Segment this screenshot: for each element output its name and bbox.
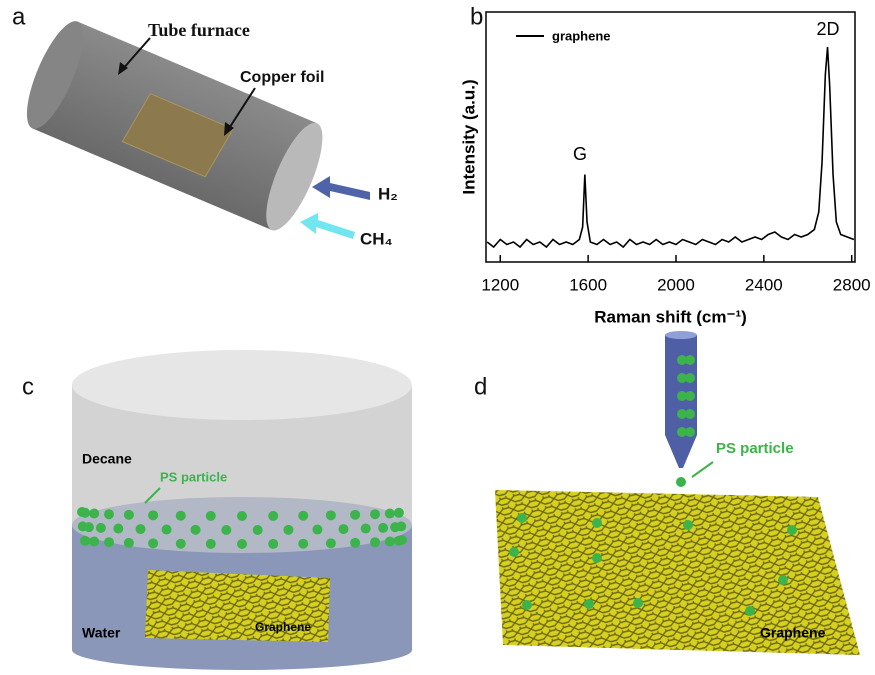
particle <box>253 525 263 535</box>
x-tick-label: 2000 <box>657 275 695 294</box>
particle <box>685 427 695 437</box>
particle <box>339 524 349 534</box>
legend-label: graphene <box>552 28 611 43</box>
particle <box>104 509 114 519</box>
particle <box>268 511 278 521</box>
particle <box>685 355 695 365</box>
particle <box>396 521 406 531</box>
particle <box>350 538 360 548</box>
particle-label: PS particle <box>716 440 794 457</box>
h2-arrow <box>312 176 370 200</box>
particle <box>745 606 755 616</box>
particle <box>326 538 336 548</box>
x-tick-label: 1600 <box>569 275 607 294</box>
particle <box>778 575 788 585</box>
particle <box>237 511 247 521</box>
raman-chart: 1200 1600 2000 2400 2800 Raman shift (cm⁻¹) In… <box>459 12 870 326</box>
particle <box>237 539 247 549</box>
particle <box>592 518 602 528</box>
particle <box>394 508 404 518</box>
particle <box>350 510 360 520</box>
particle <box>206 539 216 549</box>
particle <box>148 538 158 548</box>
particle <box>361 524 371 534</box>
particle <box>509 547 519 557</box>
water-label: Water <box>82 625 121 641</box>
particle <box>191 525 201 535</box>
particle <box>298 539 308 549</box>
particle <box>283 525 293 535</box>
decane-label: Decane <box>82 451 132 467</box>
particle <box>787 525 797 535</box>
particle <box>685 409 695 419</box>
graphene-label: Graphene <box>760 625 826 641</box>
particle <box>683 520 693 530</box>
particle <box>176 511 186 521</box>
particle <box>80 536 90 546</box>
particle <box>104 537 114 547</box>
x-axis-label: Raman shift (cm⁻¹) <box>594 307 747 326</box>
particle <box>584 599 594 609</box>
particle <box>385 537 395 547</box>
particle-label: PS particle <box>160 469 227 484</box>
tube-label: Tube furnace <box>148 20 250 40</box>
particle <box>113 524 123 534</box>
plot-frame <box>486 12 855 262</box>
beaker <box>72 350 412 670</box>
particle <box>522 600 532 610</box>
particle <box>176 539 186 549</box>
particle <box>135 524 145 534</box>
x-tick-label: 1200 <box>481 275 519 294</box>
particle <box>385 509 395 519</box>
peak-label: G <box>573 144 587 164</box>
particle <box>80 508 90 518</box>
particle <box>162 525 172 535</box>
panel-label: a <box>12 3 26 30</box>
tube-furnace <box>16 15 334 237</box>
h2-label: H₂ <box>378 184 398 203</box>
panel-label: c <box>22 373 34 400</box>
figure: a Tube furnace Copper foil H₂ CH₄ b 1200… <box>0 0 875 675</box>
particle <box>89 537 99 547</box>
particle <box>221 525 231 535</box>
x-tick-label: 2800 <box>833 275 871 294</box>
particle <box>124 510 134 520</box>
particle <box>676 477 686 487</box>
particle <box>378 523 388 533</box>
particle <box>312 525 322 535</box>
particle <box>206 511 216 521</box>
particle <box>96 523 106 533</box>
spectrum-line <box>487 47 854 247</box>
particle <box>517 513 527 523</box>
ch4-label: CH₄ <box>360 229 393 248</box>
particle <box>148 510 158 520</box>
particle <box>592 553 602 563</box>
peak-label: 2D <box>816 19 839 39</box>
panel-label: d <box>474 373 487 400</box>
y-axis-label: Intensity (a.u.) <box>459 79 478 194</box>
foil-label: Copper foil <box>240 69 324 86</box>
particle <box>633 598 643 608</box>
x-tick-label: 2400 <box>745 275 783 294</box>
particle <box>84 522 94 532</box>
particle <box>326 510 336 520</box>
particle <box>397 535 407 545</box>
particle <box>268 539 278 549</box>
particle <box>89 509 99 519</box>
ch4-arrow <box>300 213 355 239</box>
panel-label: b <box>470 3 483 30</box>
particle <box>370 509 380 519</box>
particle <box>298 511 308 521</box>
particle <box>685 373 695 383</box>
particle <box>370 537 380 547</box>
particle <box>124 538 134 548</box>
particle <box>685 391 695 401</box>
graphene-label: Graphene <box>255 620 311 634</box>
